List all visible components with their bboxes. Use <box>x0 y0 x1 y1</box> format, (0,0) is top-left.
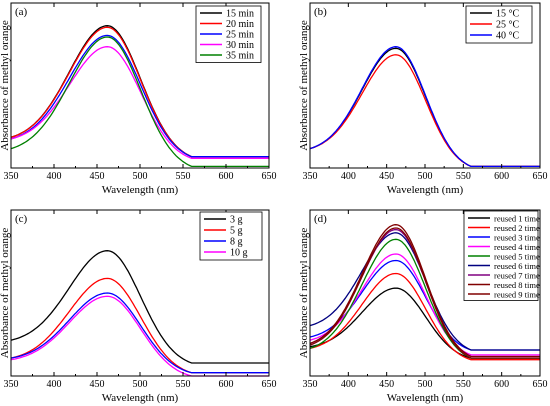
legend-entry-label: 20 min <box>226 19 254 30</box>
series-line-3 <box>309 46 540 168</box>
x-tick-label: 600 <box>219 171 234 182</box>
legend-entry-label: 10 g <box>230 248 248 259</box>
panel-label: (c) <box>15 213 28 225</box>
y-axis-label: Absorbance of methyl orange <box>0 20 11 151</box>
y-axis-label: Absorbance of methyl orange <box>0 228 11 359</box>
x-tick-label: 550 <box>176 171 191 182</box>
x-tick-label: 650 <box>262 171 277 182</box>
chart-panel-1: 350 400 450 500 550 600 650 Wavelength (nm) Abso… <box>0 2 277 196</box>
x-tick-label: 650 <box>533 379 548 390</box>
x-tick-label: 450 <box>379 171 394 182</box>
x-tick-label: 450 <box>90 379 105 390</box>
x-tick-label: 550 <box>456 171 471 182</box>
series-line-9 <box>309 224 540 358</box>
chart-panel-2: 350 400 450 500 550 600 650 Wavelength (nm) Abso… <box>298 2 548 196</box>
x-tick-label: 350 <box>303 171 318 182</box>
legend-entry-label: 8 g <box>230 237 243 248</box>
panel-label: (d) <box>314 213 327 225</box>
x-tick-label: 400 <box>341 379 356 390</box>
x-axis-label: Wavelength (nm) <box>387 184 464 196</box>
legend-entry-label: reused 6 time <box>494 261 540 271</box>
x-tick-label: 500 <box>418 379 433 390</box>
legend-entry-label: reused 7 time <box>494 271 540 281</box>
legend-entry-label: reused 2 time <box>494 223 540 233</box>
series-line-2 <box>309 272 540 361</box>
x-axis-label: Wavelength (nm) <box>387 392 464 404</box>
legend-entry-label: reused 3 time <box>494 233 540 243</box>
chart-panel-3: 350 400 450 500 550 600 650 Wavelength (nm) Abso… <box>0 209 277 404</box>
x-tick-label: 350 <box>4 171 19 182</box>
panel-label: (b) <box>314 6 327 18</box>
x-tick-label: 400 <box>341 171 356 182</box>
series-line-1 <box>10 250 269 364</box>
legend-entry-label: 25 °C <box>496 20 519 31</box>
legend-entry-label: 5 g <box>230 226 243 237</box>
x-tick-label: 400 <box>47 379 62 390</box>
legend-entry-label: reused 9 time <box>494 290 540 300</box>
legend-entry-label: 3 g <box>230 215 243 226</box>
x-tick-label: 550 <box>176 379 191 390</box>
x-tick-label: 350 <box>303 379 318 390</box>
legend-entry-label: 15 min <box>226 9 254 20</box>
legend-entry-label: 30 min <box>226 40 254 51</box>
x-tick-label: 400 <box>47 171 62 182</box>
legend-entry-label: reused 8 time <box>494 280 540 290</box>
series-line-8 <box>309 227 540 359</box>
x-tick-label: 650 <box>262 379 277 390</box>
legend-entry-label: 35 min <box>226 51 254 62</box>
x-tick-label: 500 <box>418 171 433 182</box>
legend-entry-label: reused 5 time <box>494 252 540 262</box>
x-tick-label: 500 <box>133 171 148 182</box>
x-axis-label: Wavelength (nm) <box>102 184 179 196</box>
legend-entry-label: 40 °C <box>496 31 519 42</box>
series-line-1 <box>309 47 540 168</box>
x-axis-label: Wavelength (nm) <box>102 392 179 404</box>
panel-label: (a) <box>15 6 28 18</box>
legend-entry-label: 25 min <box>226 30 254 41</box>
x-tick-label: 450 <box>379 379 394 390</box>
x-tick-label: 450 <box>90 171 105 182</box>
y-axis-label: Absorbance of methyl orange <box>298 228 310 359</box>
chart-panel-4: 350 400 450 500 550 600 650 Wavelength (nm) Abso… <box>298 209 548 404</box>
legend-entry-label: 15 °C <box>496 9 519 20</box>
series-line-3 <box>10 34 269 158</box>
x-tick-label: 600 <box>494 171 509 182</box>
x-tick-label: 600 <box>219 379 234 390</box>
series-line-3 <box>10 292 269 374</box>
x-tick-label: 500 <box>133 379 148 390</box>
series-line-2 <box>309 54 540 168</box>
series-line-4 <box>10 46 269 159</box>
legend-entry-label: reused 1 time <box>494 214 540 224</box>
x-tick-label: 600 <box>494 379 509 390</box>
y-axis-label: Absorbance of methyl orange <box>298 20 310 151</box>
x-tick-label: 550 <box>456 379 471 390</box>
x-tick-label: 650 <box>533 171 548 182</box>
x-tick-label: 350 <box>4 379 19 390</box>
legend-entry-label: reused 4 time <box>494 242 540 252</box>
